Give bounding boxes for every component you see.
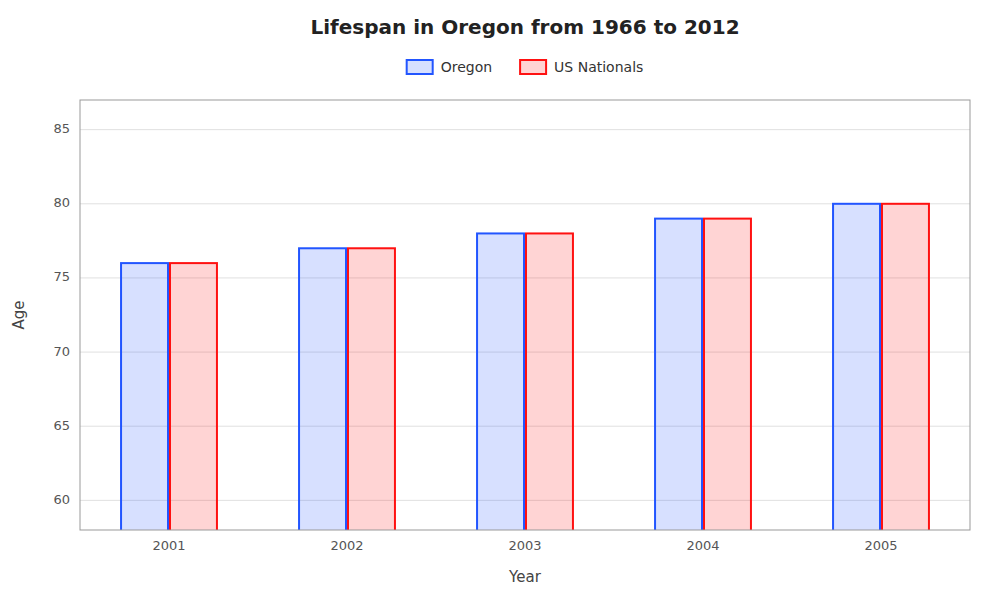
legend: Oregon US Nationals — [407, 59, 644, 75]
bars — [121, 204, 929, 530]
y-tick-label: 85 — [53, 121, 70, 136]
legend-label: Oregon — [441, 59, 492, 75]
legend-item: Oregon — [407, 59, 492, 75]
x-tick-label: 2004 — [686, 538, 719, 553]
plot-frame — [80, 100, 970, 530]
y-tick-label: 75 — [53, 269, 70, 284]
bar — [882, 204, 929, 530]
bar — [299, 248, 346, 530]
bar — [121, 263, 168, 530]
x-tick-label: 2002 — [330, 538, 363, 553]
legend-label: US Nationals — [554, 59, 643, 75]
y-axis-label: Age — [10, 300, 28, 329]
chart-svg: 60 65 70 75 80 85 2001 2002 2003 2004 2005 Year Age L… — [0, 0, 1000, 600]
legend-swatch — [407, 60, 433, 74]
bar — [655, 219, 702, 530]
x-axis-label: Year — [508, 568, 542, 586]
bar — [170, 263, 217, 530]
x-tick-label: 2001 — [152, 538, 185, 553]
y-tick-label: 60 — [53, 492, 70, 507]
legend-swatch — [520, 60, 546, 74]
grid-line — [80, 129, 970, 130]
x-tick-label: 2005 — [864, 538, 897, 553]
bar — [348, 248, 395, 530]
bar — [833, 204, 880, 530]
chart-title: Lifespan in Oregon from 1966 to 2012 — [310, 15, 739, 39]
y-tick-label: 80 — [53, 195, 70, 210]
y-tick-label: 65 — [53, 418, 70, 433]
legend-item: US Nationals — [520, 59, 643, 75]
bar — [704, 219, 751, 530]
x-tick-label: 2003 — [508, 538, 541, 553]
chart-container: 60 65 70 75 80 85 2001 2002 2003 2004 2005 Year Age L… — [0, 0, 1000, 600]
bar — [526, 233, 573, 530]
y-tick-label: 70 — [53, 344, 70, 359]
bar — [477, 233, 524, 530]
